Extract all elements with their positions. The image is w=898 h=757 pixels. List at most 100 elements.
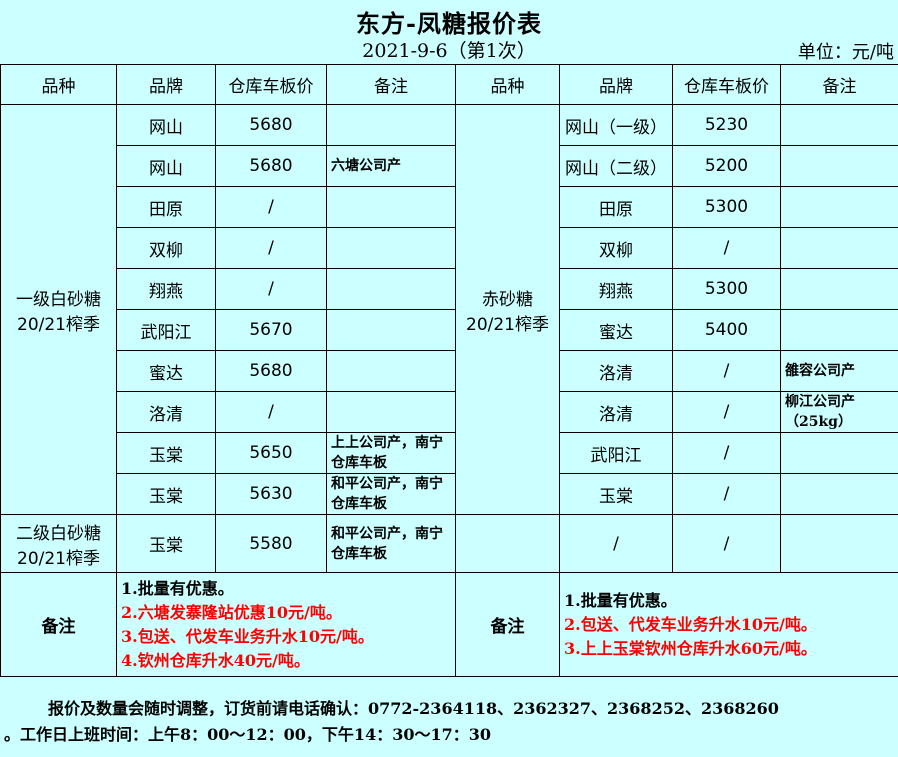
price-cell: 5670	[215, 309, 327, 351]
note-cell	[780, 514, 898, 573]
note-cell	[326, 104, 456, 146]
footer: 报价及数量会随时调整，订货前请电话确认：0772-2364118、2362327…	[0, 676, 898, 757]
price-cell: /	[672, 514, 781, 573]
note-cell	[326, 268, 456, 310]
price-cell: 5630	[215, 473, 327, 515]
note-cell	[326, 350, 456, 392]
notes-right: 1.批量有优惠。 2.包送、代发车业务升水10元/吨。 3.上上玉棠钦州仓库升水60…	[559, 572, 898, 677]
note-cell: 和平公司产，南宁仓库车板	[326, 473, 456, 515]
price-cell: /	[672, 432, 781, 474]
note-cell: 六塘公司产	[326, 145, 456, 187]
date-label: 2021-9-6（第1次）	[362, 40, 536, 62]
price-cell: 5680	[215, 145, 327, 187]
unit-label: 单位：元/吨	[797, 42, 894, 63]
page-title: 东方-凤糖报价表	[356, 9, 542, 38]
column-header: 品牌	[559, 64, 673, 105]
notes-row: 备注 1.批量有优惠。 2.六塘发寨隆站优惠10元/吨。 3.包送、代发车业务升水10…	[0, 572, 898, 677]
column-header: 品牌	[116, 64, 216, 105]
brand-cell: 玉棠	[116, 473, 216, 515]
note-cell	[780, 104, 898, 146]
brand-cell: 洛清	[559, 350, 673, 392]
brand-cell: 网山	[116, 104, 216, 146]
table-row: 玉棠 5630 和平公司产，南宁仓库车板 玉棠 /	[1, 473, 898, 515]
table-row: 田原 / 田原 5300	[1, 186, 898, 228]
note-item: 2.包送、代发车业务升水10元/吨。	[564, 614, 817, 634]
column-header: 品种	[455, 64, 560, 105]
table-row: 网山 5680 六塘公司产 网山（二级） 5200	[1, 145, 898, 187]
category-cell: 二级白砂糖 20/21榨季	[0, 514, 117, 573]
brand-cell: 洛清	[116, 391, 216, 433]
column-header: 备注	[326, 64, 456, 105]
note-item: 1.批量有优惠。	[121, 578, 234, 598]
note-cell	[780, 473, 898, 515]
price-cell: 5650	[215, 432, 327, 474]
note-cell	[780, 309, 898, 351]
notes-left: 1.批量有优惠。 2.六塘发寨隆站优惠10元/吨。 3.包送、代发车业务升水10元/…	[116, 572, 456, 677]
brand-cell: 翔燕	[559, 268, 673, 310]
price-cell: 5200	[672, 145, 781, 187]
brand-cell: 蜜达	[559, 309, 673, 351]
column-header: 仓库车板价	[672, 64, 781, 105]
price-cell: 5680	[215, 350, 327, 392]
table-row: 武阳江 5670 蜜达 5400	[1, 309, 898, 351]
price-cell: 5680	[215, 104, 327, 146]
footer-hours: 。工作日上班时间：上午8：00～12：00，下午14：30～17：30	[4, 725, 491, 744]
brand-cell: 玉棠	[559, 473, 673, 515]
table-row: 二级白砂糖 20/21榨季 玉棠 5580 和平公司产，南宁仓库车板 / /	[0, 514, 898, 573]
brand-cell: 网山	[116, 145, 216, 187]
brand-cell: 网山（一级）	[559, 104, 673, 146]
price-cell: /	[672, 227, 781, 269]
price-cell: /	[215, 186, 327, 228]
notes-label: 备注	[455, 572, 560, 677]
table-row: 玉棠 5650 上上公司产，南宁仓库车板 武阳江 /	[1, 432, 898, 474]
note-item: 4.钦州仓库升水40元/吨。	[121, 650, 310, 670]
price-cell: /	[672, 473, 781, 515]
note-item: 3.包送、代发车业务升水10元/吨。	[121, 626, 374, 646]
price-cell: 5300	[672, 186, 781, 228]
note-cell: 上上公司产，南宁仓库车板	[326, 432, 456, 474]
price-cell: /	[672, 391, 781, 433]
price-cell: /	[215, 391, 327, 433]
note-cell	[780, 432, 898, 474]
price-cell: 5230	[672, 104, 781, 146]
brand-cell: 田原	[116, 186, 216, 228]
price-cell: 5300	[672, 268, 781, 310]
table-row: 翔燕 / 翔燕 5300	[1, 268, 898, 310]
price-cell: /	[215, 268, 327, 310]
brand-cell: 网山（二级）	[559, 145, 673, 187]
brand-cell: 田原	[559, 186, 673, 228]
note-cell	[780, 227, 898, 269]
notes-label: 备注	[0, 572, 117, 677]
note-item: 2.六塘发寨隆站优惠10元/吨。	[121, 602, 342, 622]
column-header: 备注	[780, 64, 898, 105]
note-cell	[326, 227, 456, 269]
brand-cell: /	[559, 514, 673, 573]
note-cell: 和平公司产，南宁仓库车板	[326, 514, 456, 573]
note-cell	[326, 186, 456, 228]
note-cell	[326, 391, 456, 433]
note-item: 1.批量有优惠。	[564, 590, 677, 610]
note-cell: 柳江公司产（25kg）	[780, 391, 898, 433]
brand-cell: 武阳江	[116, 309, 216, 351]
note-cell	[780, 268, 898, 310]
brand-cell: 蜜达	[116, 350, 216, 392]
price-cell: 5400	[672, 309, 781, 351]
brand-cell: 洛清	[559, 391, 673, 433]
note-cell	[780, 145, 898, 187]
brand-cell: 玉棠	[116, 432, 216, 474]
note-cell: 雒容公司产	[780, 350, 898, 392]
brand-cell: 双柳	[116, 227, 216, 269]
note-item: 3.上上玉棠钦州仓库升水60元/吨。	[564, 638, 817, 658]
note-cell	[326, 309, 456, 351]
note-cell	[780, 186, 898, 228]
column-header: 仓库车板价	[215, 64, 327, 105]
price-table: 品种 品牌 仓库车板价 备注 品种 品牌 仓库车板价 备注 一级白砂糖 20/21榨季 网山 568…	[0, 64, 898, 677]
column-header: 品种	[0, 64, 117, 105]
table-row: 洛清 / 洛清 / 柳江公司产（25kg）	[1, 391, 898, 433]
brand-cell: 武阳江	[559, 432, 673, 474]
header-row: 品种 品牌 仓库车板价 备注 品种 品牌 仓库车板价 备注	[0, 64, 898, 105]
price-cell: 5580	[215, 514, 327, 573]
table-row: 双柳 / 双柳 /	[1, 227, 898, 269]
brand-cell: 翔燕	[116, 268, 216, 310]
table-row: 蜜达 5680 洛清 / 雒容公司产	[1, 350, 898, 392]
